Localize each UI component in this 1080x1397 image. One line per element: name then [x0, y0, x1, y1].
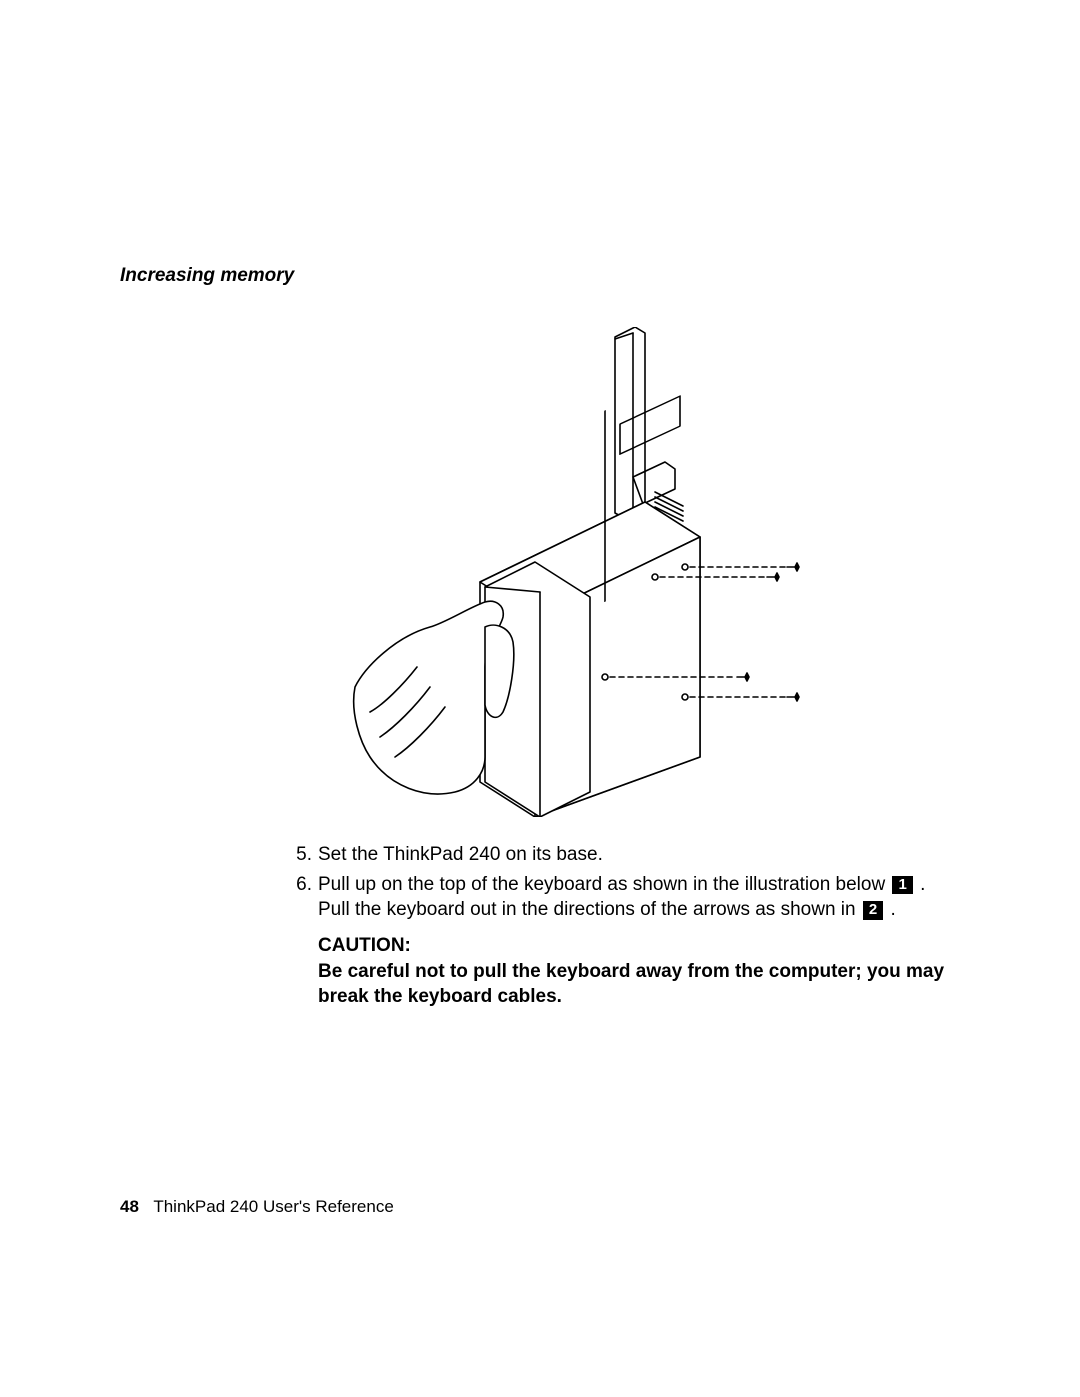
step-number: 5.	[290, 842, 318, 868]
callout-1: 1	[892, 876, 912, 895]
caution-text: Be careful not to pull the keyboard away…	[318, 959, 960, 1010]
step-text: Pull up on the top of the keyboard as sh…	[318, 872, 960, 1010]
caution-label: CAUTION:	[318, 933, 960, 959]
footer-title: ThinkPad 240 User's Reference	[153, 1197, 393, 1216]
step6-part3: .	[890, 899, 895, 920]
step-6: 6. Pull up on the top of the keyboard as…	[290, 872, 960, 1010]
caution-block: CAUTION: Be careful not to pull the keyb…	[318, 933, 960, 1010]
laptop-illustration	[335, 327, 895, 817]
page-number: 48	[120, 1197, 139, 1216]
illustration-container	[120, 327, 960, 817]
step-5: 5. Set the ThinkPad 240 on its base.	[290, 842, 960, 868]
section-header: Increasing memory	[120, 265, 960, 287]
step-number: 6.	[290, 872, 318, 1010]
callout-2: 2	[863, 901, 883, 920]
page-footer: 48 ThinkPad 240 User's Reference	[120, 1197, 394, 1217]
step-text: Set the ThinkPad 240 on its base.	[318, 842, 960, 868]
step6-part1: Pull up on the top of the keyboard as sh…	[318, 874, 890, 895]
step-list: 5. Set the ThinkPad 240 on its base. 6. …	[290, 842, 960, 1010]
